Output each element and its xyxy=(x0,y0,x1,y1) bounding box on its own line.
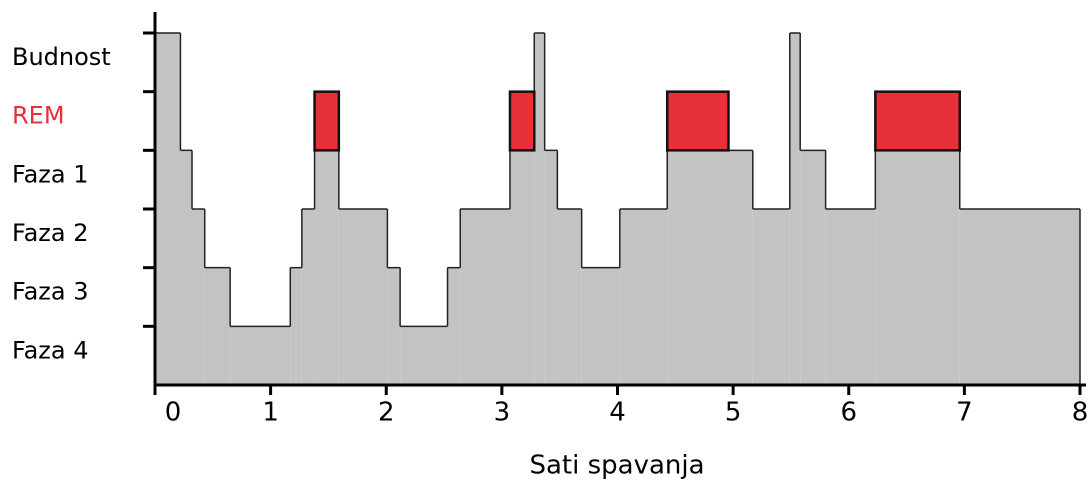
x-tick-label: 8 xyxy=(1072,398,1089,428)
x-tick-label: 5 xyxy=(725,398,742,428)
rem-box xyxy=(665,90,730,152)
stage-fill xyxy=(619,209,668,385)
stage-fill xyxy=(301,209,315,385)
rem-box xyxy=(508,90,536,152)
x-axis-label: Sati spavanja xyxy=(529,451,704,481)
stage-fill xyxy=(290,267,302,385)
stage-fill xyxy=(557,209,582,385)
stage-fill xyxy=(728,150,753,385)
stage-fill xyxy=(875,150,960,385)
y-tick-label: Faza 3 xyxy=(12,278,89,306)
stage-fill xyxy=(825,209,876,385)
x-tick-label: 4 xyxy=(609,398,626,428)
stage-fill xyxy=(534,33,545,385)
y-tick-label: REM xyxy=(12,102,65,130)
x-tick-label: 7 xyxy=(956,398,973,428)
stage-fill xyxy=(447,267,461,385)
stage-fill xyxy=(180,150,192,385)
stage-fill xyxy=(959,209,1080,385)
stage-fill xyxy=(752,209,790,385)
stage-fill xyxy=(400,326,448,385)
x-tick-label: 6 xyxy=(840,398,857,428)
stage-fill xyxy=(230,326,291,385)
stage-fill xyxy=(192,209,205,385)
x-tick-label: 3 xyxy=(494,398,511,428)
stage-fill xyxy=(155,33,181,385)
stage-fill xyxy=(544,150,558,385)
stage-fill xyxy=(314,150,339,385)
stage-fill xyxy=(581,267,620,385)
stage-fill xyxy=(800,150,826,385)
stage-fill xyxy=(789,33,801,385)
x-tick-label: 0 xyxy=(165,398,182,428)
rem-box xyxy=(874,90,961,152)
rem-box xyxy=(313,90,341,152)
stage-fill xyxy=(204,267,231,385)
stage-fill xyxy=(667,150,729,385)
x-tick-label: 2 xyxy=(378,398,395,428)
stage-fill xyxy=(460,209,510,385)
y-tick-label: Faza 2 xyxy=(12,219,89,247)
stage-fill xyxy=(338,209,388,385)
stage-fill xyxy=(387,267,401,385)
y-tick-label: Faza 1 xyxy=(12,160,89,188)
stage-fill xyxy=(509,150,535,385)
y-tick-label: Faza 4 xyxy=(12,336,89,364)
x-tick-label: 1 xyxy=(262,398,279,428)
y-tick-label: Budnost xyxy=(12,43,111,71)
